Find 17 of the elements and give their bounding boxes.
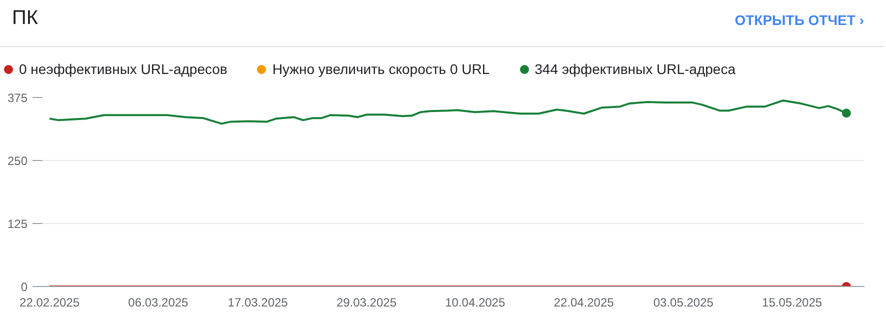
y-tick-label: 375: [7, 91, 28, 105]
x-tick-label: 22.04.2025: [554, 296, 614, 310]
legend-label: Нужно увеличить скорость 0 URL: [271, 61, 490, 77]
x-tick-label: 17.03.2025: [228, 296, 288, 310]
chart-title: ПК: [12, 6, 38, 31]
x-tick-label: 29.03.2025: [336, 296, 397, 310]
legend-label: 344 эффективных URL-адреса: [534, 61, 736, 77]
x-tick-label: 15.05.2025: [762, 296, 822, 310]
y-tick-label: 250: [7, 154, 28, 168]
x-tick-label: 03.05.2025: [653, 296, 714, 310]
x-tick-label: 10.04.2025: [445, 296, 506, 310]
text: ОТКРЫТЬ ОТЧЕТ ›: [734, 11, 864, 30]
y-tick-label: 0: [20, 280, 28, 294]
x-tick-label: 22.02.2025: [20, 296, 80, 310]
x-tick-label: 06.03.2025: [128, 296, 189, 310]
legend-label: 0 неэффективных URL-адресов: [18, 61, 228, 77]
y-tick-label: 125: [7, 217, 28, 231]
